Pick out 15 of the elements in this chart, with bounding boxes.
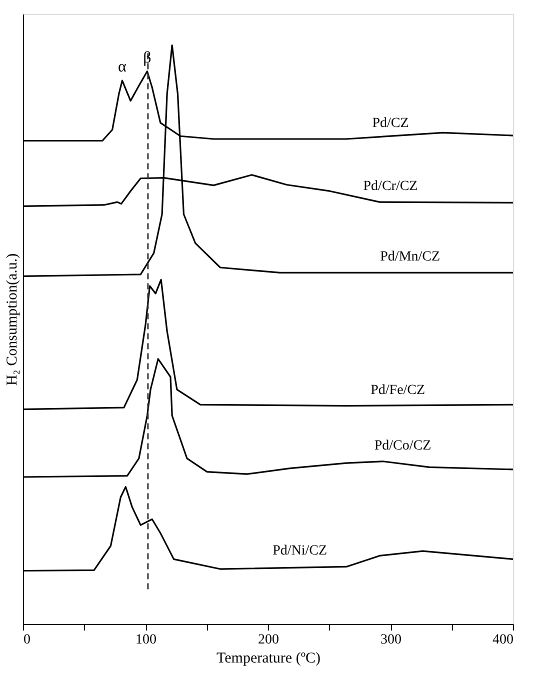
series-label: Pd/Mn/CZ bbox=[380, 250, 440, 265]
annotation: β bbox=[143, 49, 152, 66]
x-tick-label: 300 bbox=[380, 632, 402, 648]
series-label: Pd/CZ bbox=[372, 116, 409, 132]
series-label: Pd/Cr/CZ bbox=[363, 179, 418, 194]
y-axis-title: H₂ Consumption(a.u.) bbox=[4, 253, 20, 386]
series-label: Pd/Ni/CZ bbox=[272, 544, 328, 559]
annotation: α bbox=[118, 58, 128, 76]
series-label: Pd/Fe/CZ bbox=[370, 382, 426, 398]
x-tick-label: 0 bbox=[24, 632, 30, 648]
x-tick-label: 400 bbox=[492, 632, 514, 648]
x-axis-title: Temperature (ºC) bbox=[216, 650, 320, 666]
series-label: Pd/Co/CZ bbox=[374, 438, 432, 454]
x-tick-label: 100 bbox=[136, 632, 156, 648]
x-tick-label: 200 bbox=[258, 632, 279, 648]
